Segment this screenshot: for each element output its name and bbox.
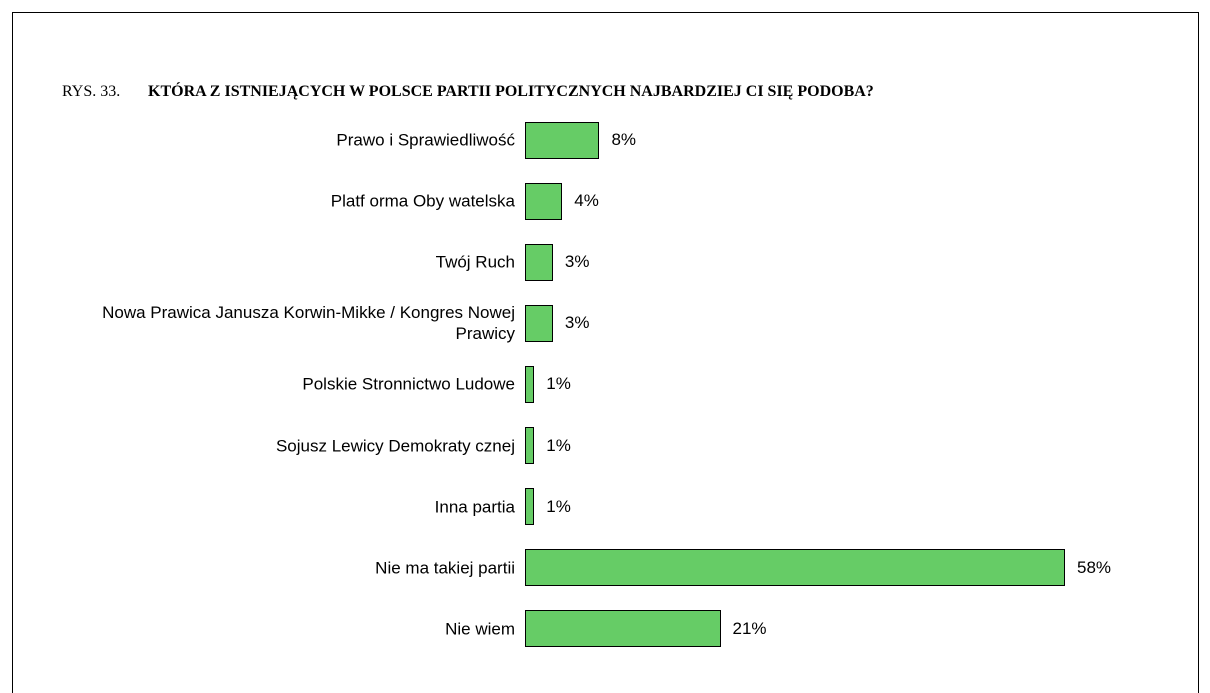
bar (525, 182, 563, 220)
value-label: 1% (546, 496, 571, 516)
bar (525, 610, 721, 648)
bar (525, 121, 600, 159)
category-label: Nie ma takiej partii (375, 558, 515, 578)
category-label: Twój Ruch (435, 252, 515, 272)
category-label: Nie wiem (445, 619, 515, 639)
value-label: 8% (611, 130, 637, 149)
value-label: 4% (574, 191, 599, 211)
value-label: 1% (546, 435, 571, 455)
category-label: Prawo i Sprawiedliwość (336, 130, 515, 150)
chart-title: KTÓRA Z ISTNIEJĄCYCH W POLSCE PARTII POL… (148, 83, 874, 100)
value-label: 3% (564, 313, 590, 333)
value-label: 21% (732, 618, 767, 638)
bar (525, 427, 535, 464)
bar (525, 488, 535, 526)
bar (525, 365, 535, 403)
category-label: Sojusz Lewicy Demokraty cznej (275, 436, 515, 455)
category-label: Polskie Stronnictwo Ludowe (302, 374, 515, 394)
header: RYS. 33. KTÓRA Z ISTNIEJĄCYCH W POLSCE P… (62, 78, 1158, 105)
value-label: 3% (564, 252, 590, 272)
bar (525, 243, 553, 281)
page: RYS. 33. KTÓRA Z ISTNIEJĄCYCH W POLSCE P… (12, 12, 1199, 693)
frame (12, 12, 1199, 693)
category-label: Nowa Prawica Janusza Korwin-Mikke / Kong… (102, 303, 515, 344)
value-label: 58% (1077, 557, 1112, 577)
value-label: 1% (546, 374, 571, 394)
figure-label: RYS. 33. (62, 83, 121, 100)
category-label: Inna partia (434, 497, 515, 517)
bar (525, 549, 1065, 587)
bar (525, 304, 553, 342)
category-label: Platf orma Oby watelska (330, 191, 515, 211)
